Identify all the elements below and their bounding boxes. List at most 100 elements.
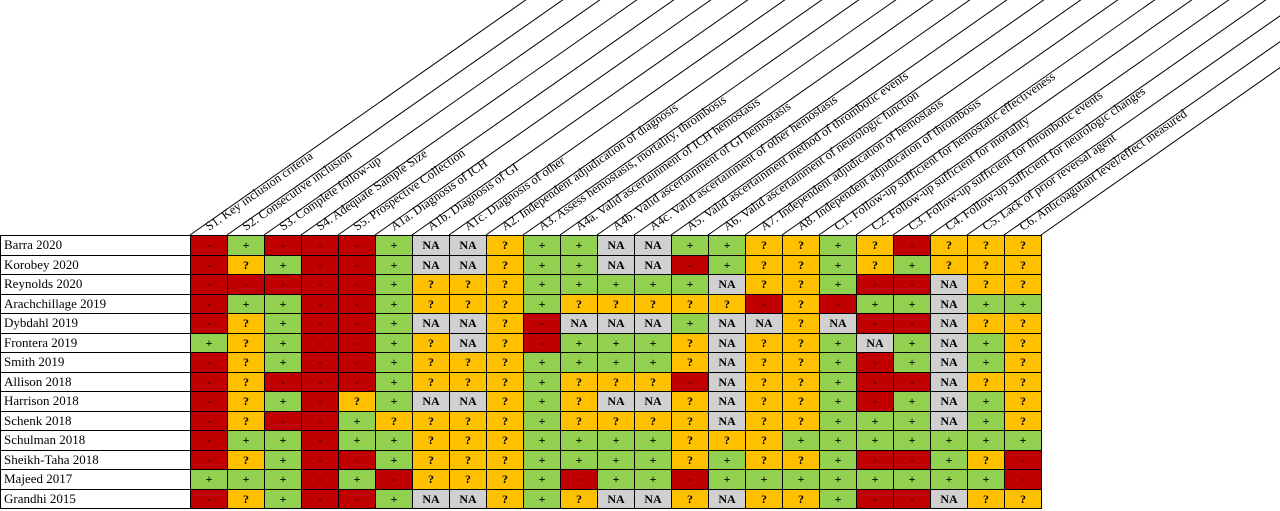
rating-value: -: [910, 316, 914, 331]
rating-cell: NA: [708, 391, 746, 412]
rating-cell: +: [264, 254, 302, 275]
rating-cell: +: [819, 254, 857, 275]
rating-cell: NA: [634, 235, 672, 256]
rating-value: +: [575, 355, 583, 370]
rating-cell: -: [190, 430, 228, 451]
rating-value: +: [390, 277, 398, 292]
rating-value: ?: [761, 335, 767, 350]
rating-value: +: [908, 257, 916, 272]
rating-cell: +: [708, 469, 746, 490]
rating-cell: -: [856, 449, 894, 470]
rating-value: NA: [940, 374, 958, 389]
rating-value: -: [318, 316, 322, 331]
rating-value: +: [390, 296, 398, 311]
header-divider: [633, 0, 971, 236]
rating-cell: ?: [449, 371, 487, 392]
rating-cell: +: [967, 352, 1005, 373]
rating-value: ?: [502, 238, 508, 253]
rating-value: +: [982, 335, 990, 350]
rating-cell: NA: [597, 391, 635, 412]
rating-cell: NA: [412, 488, 450, 509]
rating-cell: +: [375, 488, 413, 509]
rating-value: ?: [798, 238, 804, 253]
header-divider: [485, 0, 823, 236]
rating-value: +: [390, 355, 398, 370]
rating-value: +: [871, 433, 879, 448]
rating-value: +: [1019, 296, 1027, 311]
rating-value: +: [279, 257, 287, 272]
rating-cell: ?: [375, 410, 413, 431]
rating-cell: ?: [486, 293, 524, 314]
rating-cell: ?: [671, 488, 709, 509]
rating-cell: -: [375, 469, 413, 490]
rating-cell: -: [338, 254, 376, 275]
rating-cell: ?: [560, 410, 598, 431]
rating-cell: ?: [671, 391, 709, 412]
rating-cell: +: [967, 293, 1005, 314]
rating-value: ?: [761, 433, 767, 448]
rating-cell: +: [893, 391, 931, 412]
rating-value: -: [392, 472, 396, 487]
rating-value: +: [982, 433, 990, 448]
rating-cell: ?: [560, 391, 598, 412]
rating-cell: ?: [967, 371, 1005, 392]
rating-cell: NA: [708, 488, 746, 509]
rating-cell: +: [227, 293, 265, 314]
rating-cell: +: [930, 430, 968, 451]
rating-value: NA: [940, 394, 958, 409]
rating-value: ?: [1020, 394, 1026, 409]
header-divider: [966, 15, 1280, 236]
rating-value: NA: [459, 335, 477, 350]
rating-value: -: [762, 296, 766, 311]
study-name: Schenk 2018: [0, 410, 191, 431]
rating-cell: ?: [412, 352, 450, 373]
header-divider: [855, 0, 1193, 236]
rating-value: NA: [718, 491, 736, 506]
rating-value: -: [1021, 472, 1025, 487]
rating-value: ?: [650, 413, 656, 428]
rating-value: +: [612, 277, 620, 292]
rating-cell: -: [671, 371, 709, 392]
rating-value: +: [760, 472, 768, 487]
rating-cell: ?: [671, 449, 709, 470]
study-name: Arachchillage 2019: [0, 293, 191, 314]
rating-cell: +: [967, 332, 1005, 353]
rating-value: +: [205, 472, 213, 487]
rating-cell: ?: [782, 274, 820, 295]
rating-cell: -: [264, 235, 302, 256]
rating-cell: +: [819, 371, 857, 392]
rating-value: ?: [428, 277, 434, 292]
rating-value: NA: [459, 491, 477, 506]
rating-value: ?: [687, 296, 693, 311]
table-row: Harrison 2018 -? + -? + NA NA? +? NA NA? NA?? + - + NA…: [0, 391, 1042, 412]
rating-value: ?: [761, 238, 767, 253]
rating-cell: NA: [930, 371, 968, 392]
rating-cell: ?: [412, 430, 450, 451]
rating-cell: +: [264, 469, 302, 490]
rating-value: NA: [940, 277, 958, 292]
rating-value: NA: [718, 413, 736, 428]
rating-cell: -: [190, 391, 228, 412]
rating-value: +: [390, 491, 398, 506]
rating-cell: ?: [560, 293, 598, 314]
rating-value: +: [279, 394, 287, 409]
rating-cell: NA: [930, 391, 968, 412]
rating-cell: +: [264, 430, 302, 451]
rating-cell: ?: [486, 274, 524, 295]
rating-cell: +: [264, 391, 302, 412]
rating-cell: +: [375, 371, 413, 392]
rating-value: NA: [644, 257, 662, 272]
rating-value: +: [686, 316, 694, 331]
rating-value: +: [538, 413, 546, 428]
rating-cell: NA: [930, 352, 968, 373]
rating-value: -: [910, 374, 914, 389]
header-divider: [337, 0, 675, 236]
rating-value: +: [538, 394, 546, 409]
rating-value: ?: [687, 491, 693, 506]
rating-value: +: [390, 257, 398, 272]
rating-cell: +: [967, 430, 1005, 451]
study-name: Smith 2019: [0, 352, 191, 373]
rating-cell: ?: [782, 449, 820, 470]
rating-value: ?: [613, 413, 619, 428]
study-name: Frontera 2019: [0, 332, 191, 353]
